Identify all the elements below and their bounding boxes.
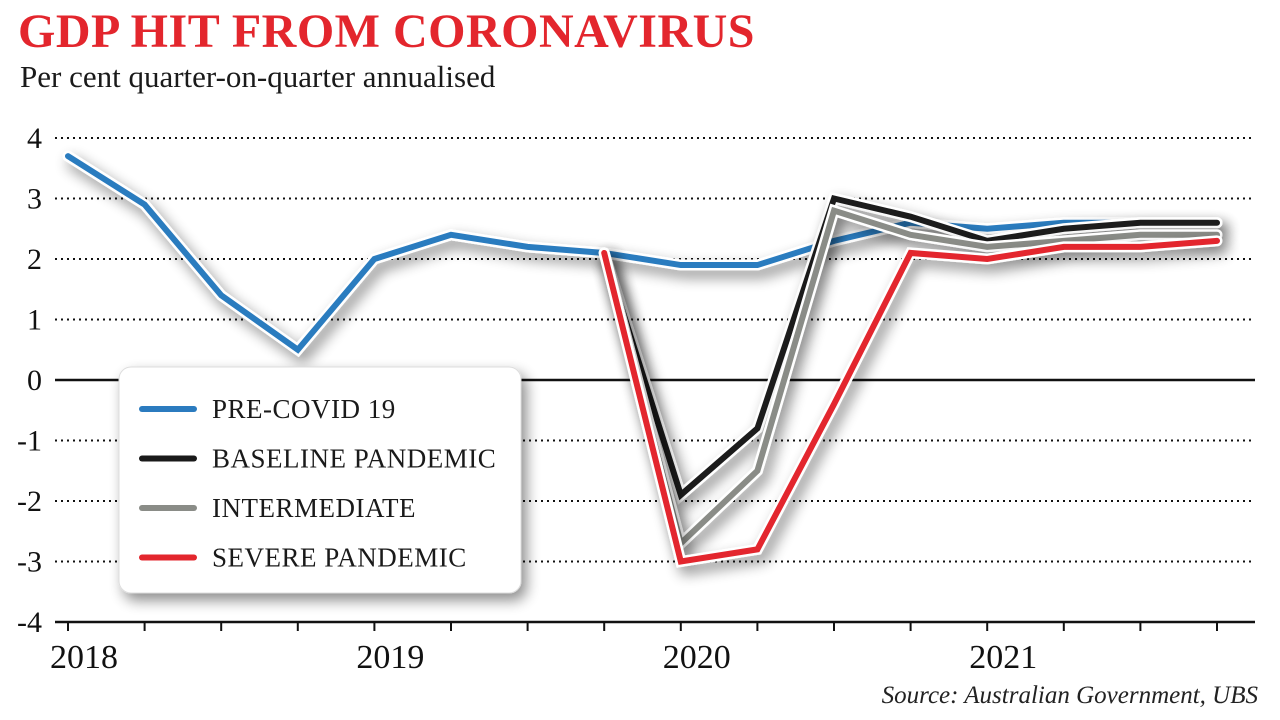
y-tick-label: -1 xyxy=(17,425,42,458)
series-group xyxy=(62,150,1223,568)
series-severe-pandemic xyxy=(598,235,1223,568)
series-halo xyxy=(598,235,1223,568)
y-axis: 4 3 2 1 0 -1 -2 -3 -4 xyxy=(17,122,42,639)
y-tick-label: -3 xyxy=(17,546,42,579)
x-tick-label: 2020 xyxy=(663,639,731,676)
x-tick-label: 2021 xyxy=(969,639,1037,676)
y-tick-label: -2 xyxy=(17,485,42,518)
legend: PRE-COVID 19 BASELINE PANDEMIC INTERMEDIAT… xyxy=(118,366,522,594)
x-axis: 2018 2019 2020 2021 xyxy=(50,622,1218,676)
x-tick-label: 2019 xyxy=(356,639,424,676)
chart-title: GDP HIT FROM CORONAVIRUS xyxy=(18,5,755,58)
y-tick-label: 3 xyxy=(27,183,42,216)
source-note: Source: Australian Government, UBS xyxy=(881,682,1258,709)
y-tick-label: -4 xyxy=(17,606,42,639)
legend-label: PRE-COVID 19 xyxy=(212,394,396,424)
y-tick-label: 0 xyxy=(27,364,42,397)
y-tick-label: 4 xyxy=(27,122,42,155)
series-line xyxy=(65,153,1220,354)
legend-label: SEVERE PANDEMIC xyxy=(212,543,467,573)
series-line xyxy=(601,237,1220,565)
legend-label: INTERMEDIATE xyxy=(212,493,416,523)
chart-subtitle: Per cent quarter-on-quarter annualised xyxy=(20,59,496,94)
y-tick-label: 2 xyxy=(27,243,42,276)
y-tick-label: 1 xyxy=(27,304,42,337)
series-intermediate xyxy=(598,203,1223,554)
x-tick-label: 2018 xyxy=(50,639,118,676)
legend-label: BASELINE PANDEMIC xyxy=(212,444,496,474)
legend-box xyxy=(118,366,522,594)
series-pre-covid-19 xyxy=(62,150,1223,358)
